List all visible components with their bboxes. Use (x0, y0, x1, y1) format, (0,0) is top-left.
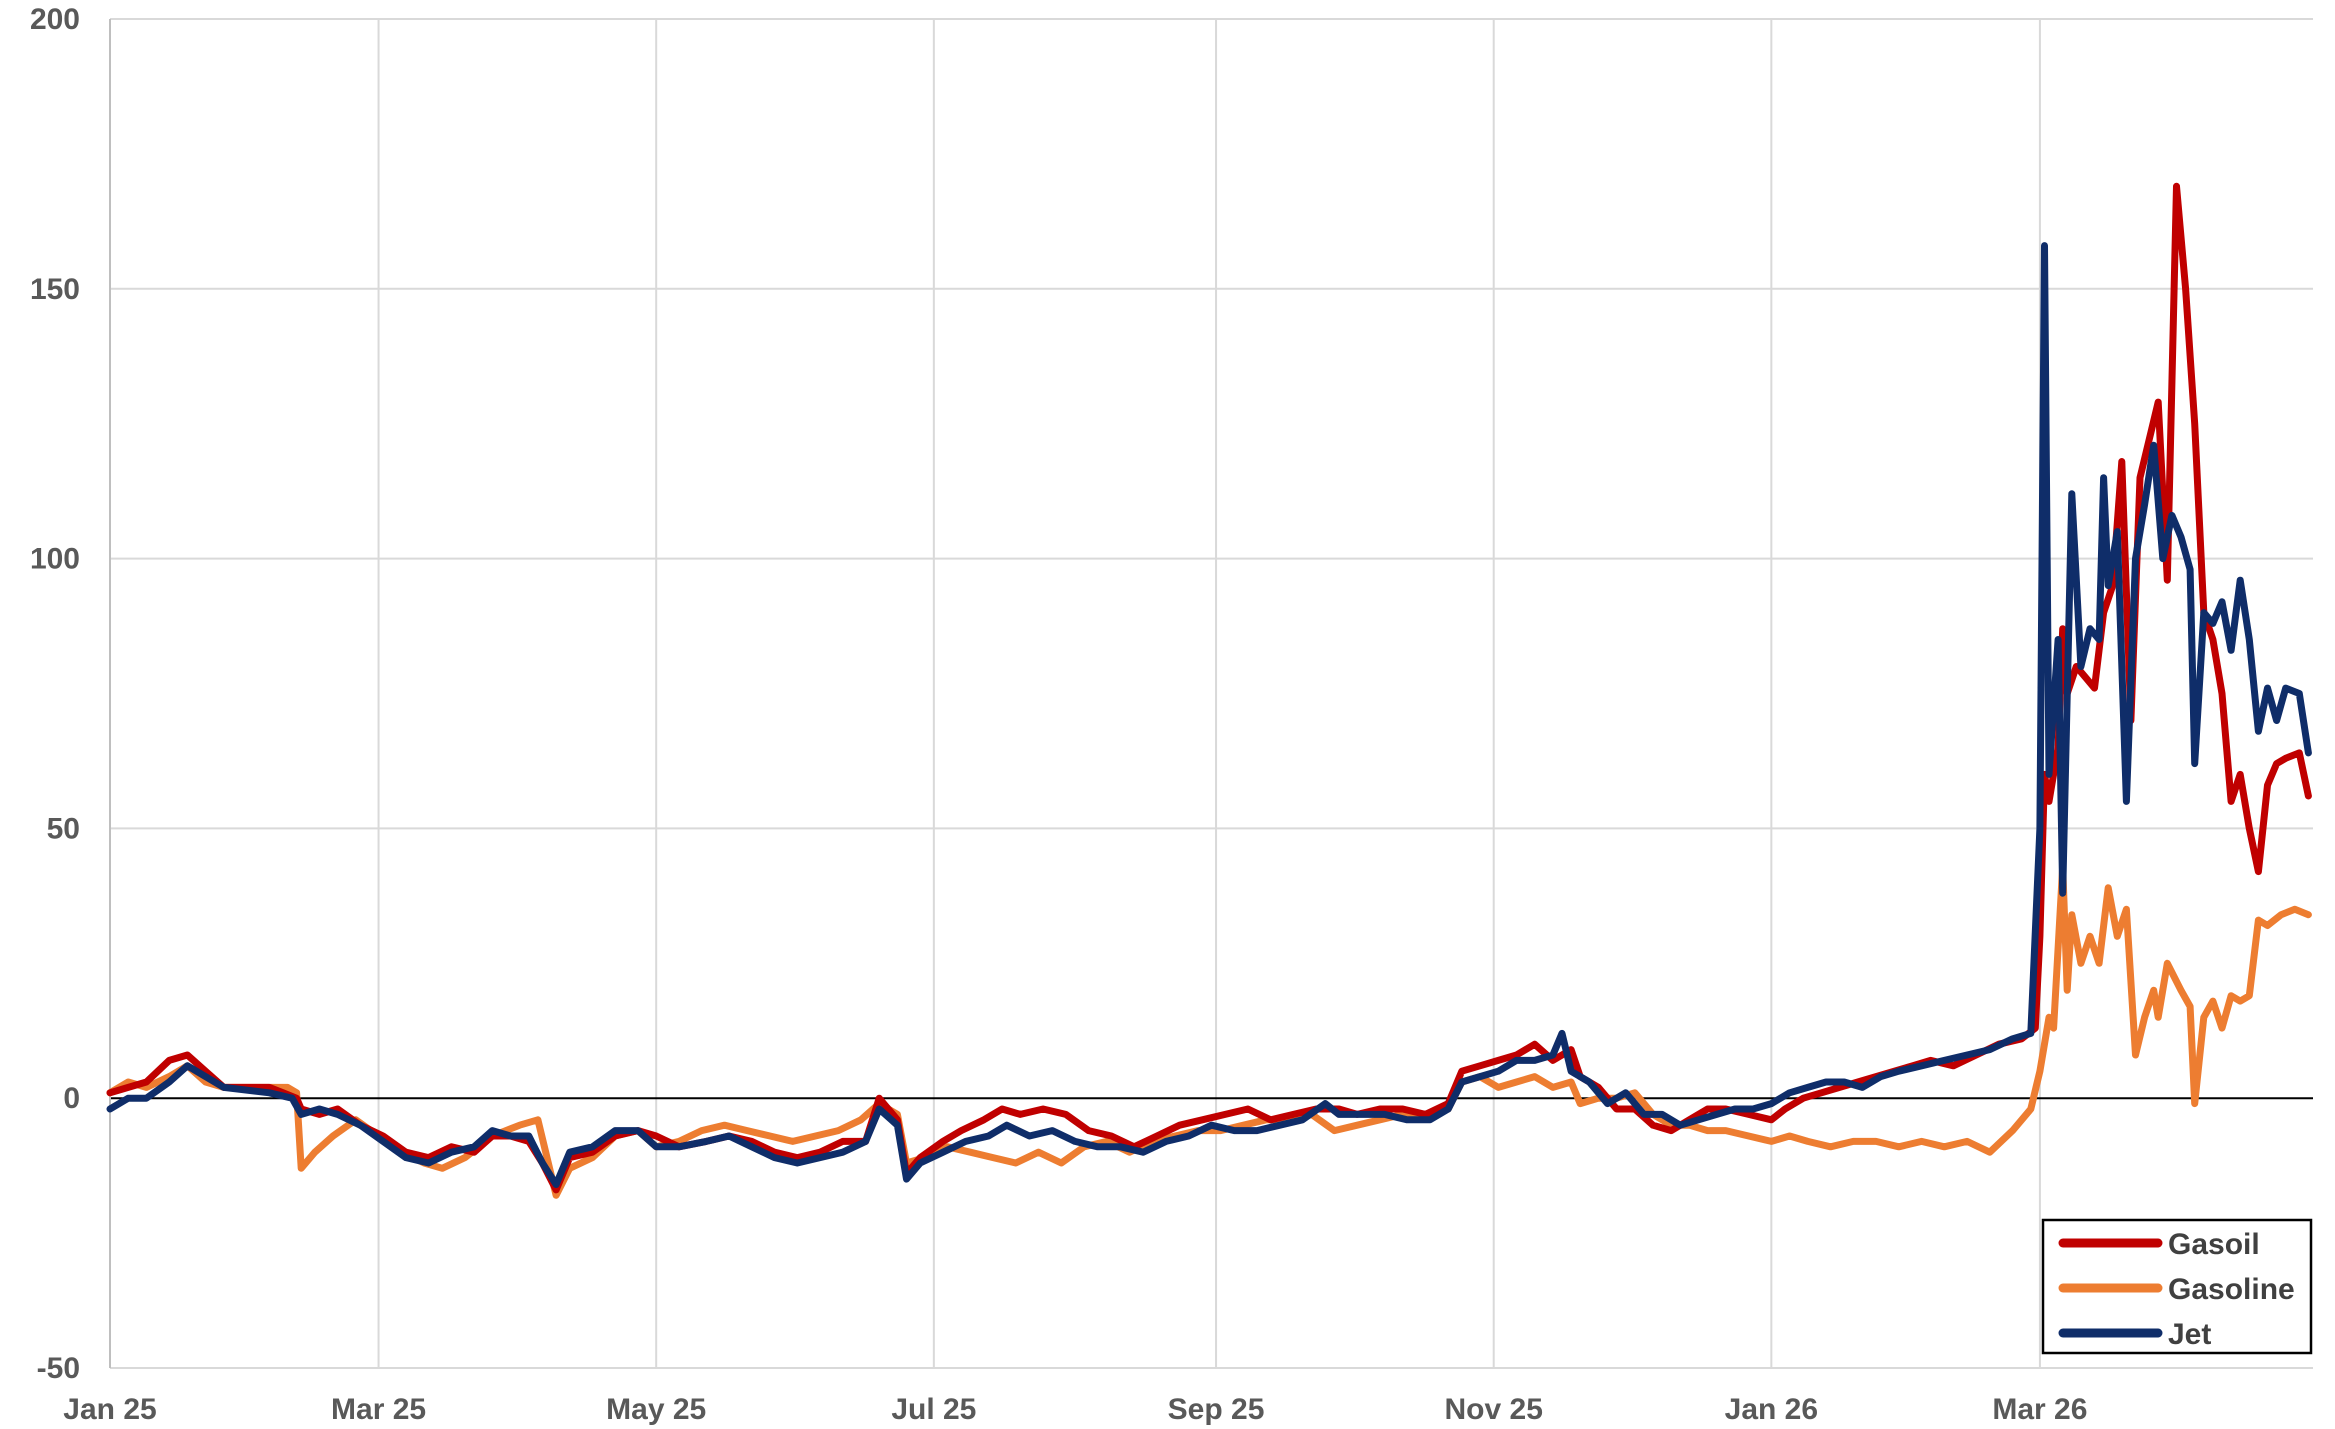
series-line-gasoil (106, 182, 2312, 1194)
y-axis-tick-labels: -50 0 50 100 150 200 (30, 3, 80, 1385)
x-tick-label: Mar 26 (1992, 1393, 2087, 1426)
horizontal-gridlines (110, 18, 2313, 1369)
y-tick-label: 100 (30, 543, 80, 576)
x-tick-label: Nov 25 (1445, 1393, 1543, 1426)
x-tick-label: Jul 25 (891, 1393, 976, 1426)
legend: Gasoil Gasoline Jet (2041, 1218, 2313, 1355)
vertical-gridlines (109, 19, 2041, 1368)
y-tick-label: 0 (63, 1082, 80, 1115)
legend-label-gasoline: Gasoline (2168, 1273, 2295, 1306)
x-tick-label: Sep 25 (1168, 1393, 1265, 1426)
x-tick-label: Jan 25 (63, 1393, 156, 1426)
x-axis-tick-labels: Jan 25 Mar 25 May 25 Jul 25 Sep 25 Nov 25 Jan … (63, 1393, 2087, 1426)
legend-label-gasoil: Gasoil (2168, 1228, 2260, 1261)
y-tick-label: 150 (30, 273, 80, 306)
x-tick-label: Jan 26 (1725, 1393, 1818, 1426)
series-lines (106, 182, 2312, 1199)
y-tick-label: -50 (37, 1352, 80, 1385)
x-tick-label: Mar 25 (331, 1393, 426, 1426)
x-tick-label: May 25 (606, 1393, 706, 1426)
y-tick-label: 200 (30, 3, 80, 36)
y-tick-label: 50 (47, 812, 80, 845)
legend-label-jet: Jet (2168, 1318, 2211, 1351)
series-line-jet (106, 242, 2312, 1188)
series-line-gasoline (106, 862, 2312, 1199)
